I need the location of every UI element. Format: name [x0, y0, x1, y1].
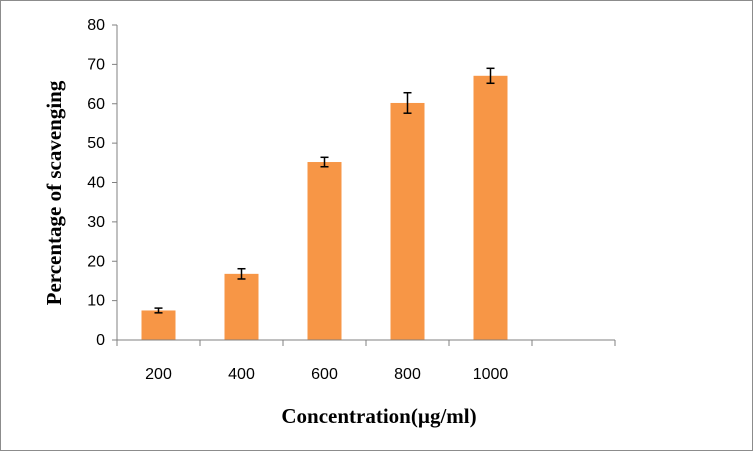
bar — [307, 162, 342, 340]
bar — [224, 273, 259, 340]
y-tick-label: 80 — [87, 17, 105, 34]
y-tick-label: 0 — [96, 332, 105, 349]
x-tick-label: 200 — [145, 366, 172, 383]
x-tick-label: 1000 — [473, 366, 509, 383]
x-tick-label: 800 — [394, 366, 421, 383]
y-tick-label: 70 — [87, 56, 105, 73]
y-tick-label: 50 — [87, 135, 105, 152]
y-tick-label: 10 — [87, 293, 105, 310]
x-axis-title: Concentration(µg/ml) — [281, 404, 476, 428]
bar — [473, 75, 508, 340]
x-tick-label: 400 — [228, 366, 255, 383]
x-tick-label: 600 — [311, 366, 338, 383]
y-tick-label: 20 — [87, 253, 105, 270]
bar — [390, 102, 425, 341]
bar — [141, 310, 176, 340]
y-axis-title: Percentage of scavenging — [42, 80, 66, 305]
y-tick-label: 30 — [87, 214, 105, 231]
y-tick-label: 40 — [87, 175, 105, 192]
y-tick-label: 60 — [87, 96, 105, 113]
